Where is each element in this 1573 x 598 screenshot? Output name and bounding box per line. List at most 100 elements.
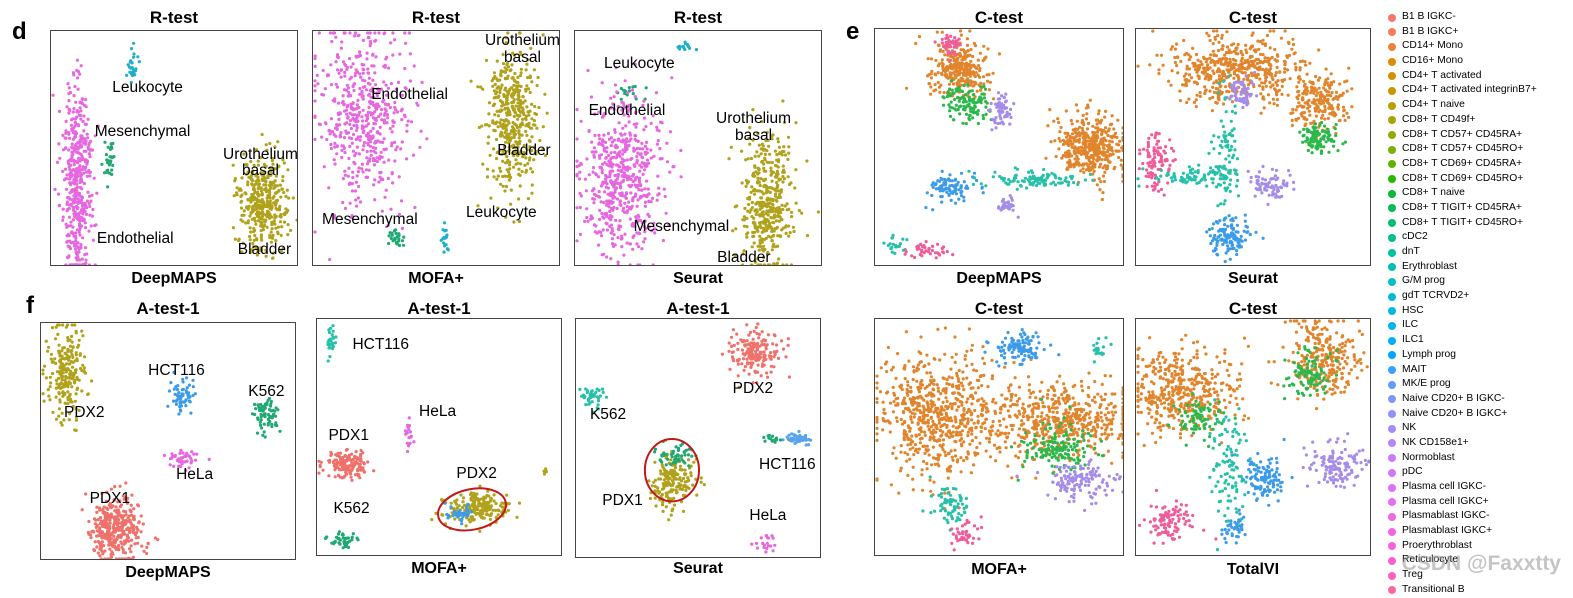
- point: [590, 141, 593, 144]
- point: [580, 163, 583, 166]
- point: [748, 355, 751, 358]
- point: [766, 376, 769, 379]
- point: [72, 159, 75, 162]
- point: [348, 471, 351, 474]
- point: [70, 385, 73, 388]
- point: [608, 225, 611, 228]
- point: [497, 85, 500, 88]
- point: [748, 373, 751, 376]
- point: [795, 202, 798, 205]
- point: [351, 142, 354, 145]
- point: [63, 392, 66, 395]
- point: [658, 147, 661, 150]
- point: [145, 546, 148, 549]
- point: [600, 234, 603, 237]
- point: [342, 94, 345, 97]
- point: [131, 61, 134, 64]
- point: [487, 135, 490, 138]
- point: [258, 409, 261, 412]
- point: [372, 104, 375, 107]
- point: [367, 160, 370, 163]
- point: [943, 91, 946, 94]
- point: [602, 134, 605, 137]
- point: [339, 135, 342, 138]
- cluster-f3-4: [781, 430, 812, 447]
- point: [629, 134, 632, 137]
- point: [331, 333, 334, 336]
- point: [673, 504, 676, 507]
- point: [671, 479, 674, 482]
- point: [50, 353, 53, 356]
- point: [680, 454, 683, 457]
- point: [770, 174, 773, 177]
- point: [762, 356, 765, 359]
- point: [338, 530, 341, 533]
- point: [107, 530, 110, 533]
- point: [384, 57, 387, 60]
- point: [59, 400, 62, 403]
- point: [643, 187, 646, 190]
- point: [173, 388, 176, 391]
- point: [620, 245, 623, 248]
- point: [519, 174, 522, 177]
- point: [409, 436, 412, 439]
- point: [639, 184, 642, 187]
- point: [61, 219, 64, 222]
- method-label-d3: Seurat: [574, 270, 822, 288]
- point: [359, 139, 362, 142]
- point: [334, 540, 337, 543]
- point: [78, 169, 81, 172]
- point: [72, 168, 75, 171]
- point: [529, 127, 532, 130]
- point: [342, 144, 345, 147]
- point: [71, 226, 74, 229]
- point: [401, 140, 404, 143]
- point: [759, 245, 762, 248]
- point: [738, 358, 741, 361]
- point: [805, 159, 808, 162]
- point: [742, 357, 745, 360]
- point: [142, 522, 145, 525]
- point: [775, 159, 778, 162]
- point: [172, 465, 175, 468]
- point: [239, 201, 242, 204]
- point: [475, 513, 478, 516]
- point: [602, 253, 605, 256]
- point: [476, 85, 479, 88]
- point: [68, 191, 71, 194]
- point: [500, 69, 503, 72]
- point: [138, 520, 141, 523]
- point: [356, 120, 359, 123]
- point: [664, 470, 667, 473]
- point: [665, 463, 668, 466]
- point: [383, 31, 386, 34]
- point: [94, 540, 97, 543]
- point: [578, 177, 581, 180]
- point: [283, 221, 286, 224]
- point: [108, 172, 111, 175]
- point: [578, 388, 581, 391]
- point: [357, 196, 360, 199]
- point: [177, 457, 180, 460]
- point: [615, 156, 618, 159]
- point: [361, 163, 364, 166]
- point: [351, 536, 354, 539]
- plot-title-f1: A-test-1: [40, 299, 296, 319]
- point: [336, 55, 339, 58]
- point: [385, 189, 388, 192]
- point: [482, 503, 485, 506]
- point: [176, 388, 179, 391]
- point: [756, 189, 759, 192]
- point: [481, 517, 484, 520]
- point: [352, 83, 355, 86]
- point: [50, 358, 53, 361]
- point: [425, 137, 428, 140]
- point: [360, 167, 363, 170]
- point: [187, 396, 190, 399]
- point: [286, 233, 289, 236]
- point: [256, 210, 259, 213]
- point: [728, 368, 731, 371]
- point: [337, 474, 340, 477]
- point: [645, 180, 648, 183]
